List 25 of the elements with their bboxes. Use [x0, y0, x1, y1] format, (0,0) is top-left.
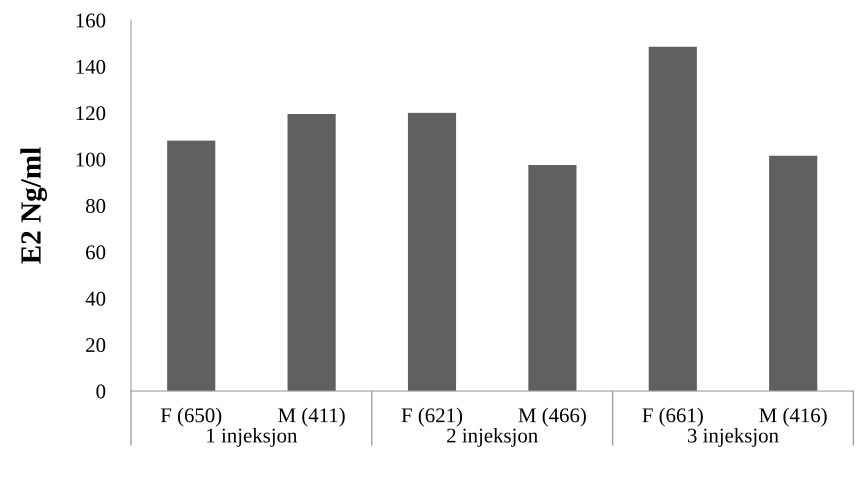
x-tick-label: M (466): [518, 408, 586, 427]
x-tick-label: F (661): [642, 408, 703, 427]
x-tick-label: M (416): [759, 408, 827, 427]
bar: [648, 46, 697, 392]
y-tick-label: 80: [86, 198, 106, 213]
text: 1 injeksjon: [207, 428, 298, 447]
y-tick-label: 120: [76, 106, 106, 120]
text: 2 injeksjon: [447, 428, 538, 447]
bar: [288, 114, 336, 392]
x-tick-label: F (621): [402, 408, 462, 427]
y-tick-label: 20: [86, 338, 106, 352]
bar: [167, 140, 216, 392]
bar: [769, 156, 818, 392]
bar: [528, 164, 576, 392]
bar: [408, 112, 456, 392]
y-tick-label: 160: [76, 13, 106, 28]
x-tick-label: F (650): [160, 408, 222, 427]
text: 3 injeksjon: [688, 428, 779, 447]
y-tick-label: 0: [96, 384, 106, 398]
y-tick-label: 140: [76, 60, 106, 74]
y-tick-label: 100: [76, 152, 106, 167]
y-axis-title: E2 Ng/ml: [20, 147, 47, 264]
y-tick-label: 40: [86, 292, 106, 306]
y-tick-label: 60: [86, 245, 106, 260]
x-tick-label: M (411): [278, 408, 345, 427]
